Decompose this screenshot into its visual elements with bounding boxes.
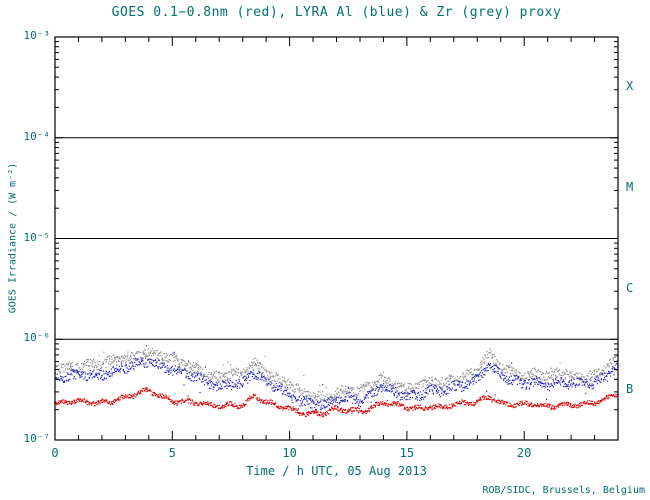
credit-text: ROB/SIDC, Brussels, Belgium: [482, 485, 645, 496]
flare-class-label-b: B: [626, 381, 634, 396]
y-tick-label: 10⁻⁵: [23, 230, 51, 244]
y-tick-label: 10⁻⁶: [23, 331, 51, 345]
x-tick-label: 15: [399, 446, 415, 460]
series-goes: [54, 386, 619, 418]
y-tick-label: 10⁻⁷: [23, 432, 51, 445]
chart-title: GOES 0.1−0.8nm (red), LYRA Al (blue) & Z…: [111, 5, 562, 20]
series-lyra_al: [54, 345, 619, 414]
x-axis-label: Time / h UTC, 05 Aug 2013: [246, 464, 427, 478]
x-tick-label: 10: [282, 446, 297, 460]
flare-class-label-x: X: [626, 79, 634, 94]
y-tick-label: 10⁻³: [23, 29, 51, 42]
axis-ticks: [54, 36, 619, 441]
series-lyra_zr: [54, 347, 619, 403]
flare-class-label-c: C: [626, 280, 634, 295]
x-tick-label: 0: [51, 446, 59, 460]
x-tick-label: 20: [516, 446, 532, 460]
y-tick-label: 10⁻⁴: [23, 129, 51, 143]
flare-class-label-m: M: [626, 180, 634, 195]
x-tick-label: 5: [168, 446, 176, 460]
